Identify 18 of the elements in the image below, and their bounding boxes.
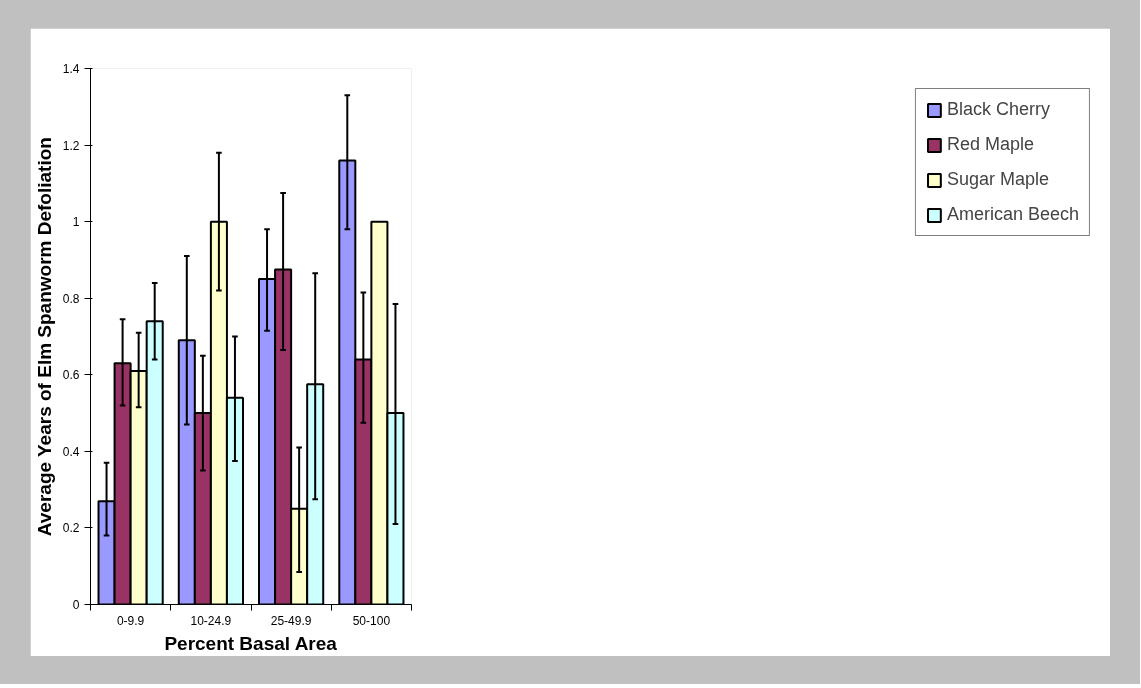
y-tick-label: 0.4 (62, 444, 80, 459)
legend-label: Red Maple (946, 134, 1034, 155)
y-tick-label: 0.8 (62, 291, 80, 306)
x-tick-label: 50-100 (352, 613, 391, 628)
legend-label: Sugar Maple (946, 169, 1049, 190)
x-tick-label: 10-24.9 (190, 613, 232, 628)
x-tick-label: 0-9.9 (116, 613, 145, 628)
y-tick-label: 1 (72, 215, 80, 230)
y-tick-label: 1.4 (62, 62, 80, 76)
x-tick-label: 25-49.9 (270, 613, 312, 628)
y-axis-title: Average Years of Elm Spanworm Defoliation (33, 137, 55, 537)
y-tick-label: 0 (72, 598, 80, 612)
y-tick-label: 0.6 (62, 368, 80, 383)
y-tick-label: 1.2 (62, 138, 80, 153)
y-tick-label: 0.2 (62, 521, 80, 536)
legend-label: Black Cherry (946, 99, 1050, 120)
x-axis-title: Percent Basal Area (164, 632, 338, 654)
legend-label: American Beech (946, 204, 1079, 225)
